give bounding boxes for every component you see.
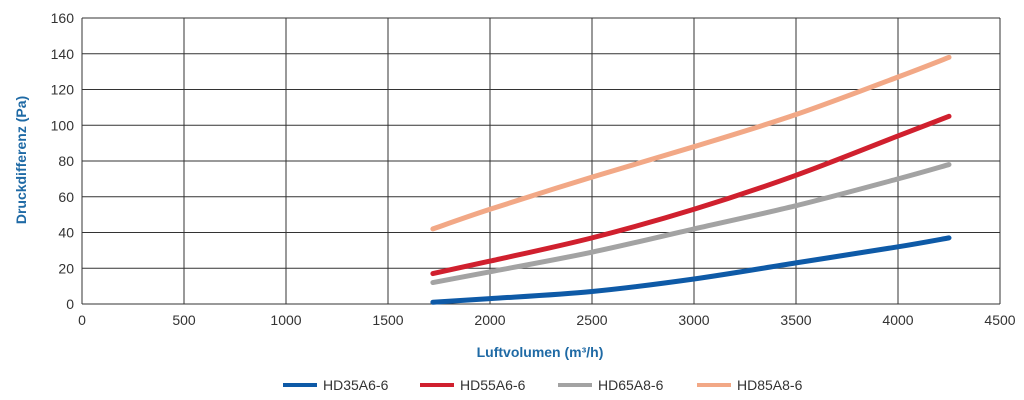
x-tick-label: 2500 [576,312,607,328]
x-tick-label: 0 [78,312,86,328]
series-line-HD35A6-6 [430,235,952,305]
x-tick-label: 1500 [372,312,403,328]
legend-label: HD55A6-6 [460,377,526,393]
legend-label: HD35A6-6 [323,377,389,393]
x-tick-label: 500 [172,312,196,328]
x-tick-label: 1000 [270,312,301,328]
x-tick-label: 4500 [984,312,1015,328]
y-tick-label: 120 [51,82,75,98]
x-tick-label: 3500 [780,312,811,328]
series-lines [430,54,952,305]
y-tick-label: 80 [58,153,74,169]
legend-label: HD85A8-6 [737,377,803,393]
x-tick-label: 2000 [474,312,505,328]
y-tick-label: 140 [51,46,75,62]
y-axis-title: Druckdifferenz (Pa) [13,96,29,224]
y-tick-label: 60 [58,189,74,205]
series-line-HD55A6-6 [430,113,952,277]
series-line-HD85A8-6 [430,54,952,232]
tick-labels: 0 500 1000 1500 2000 2500 3000 3500 4000 4500 0 20 4… [51,10,1016,328]
legend: HD35A6-6 HD55A6-6 HD65A8-6 HD85A8-6 [283,377,803,393]
y-tick-label: 0 [66,296,74,312]
series-line-HD65A8-6 [430,162,952,286]
x-tick-label: 3000 [678,312,709,328]
y-tick-label: 20 [58,260,74,276]
grid [81,17,1001,305]
y-tick-label: 100 [51,117,75,133]
y-tick-label: 160 [51,10,75,26]
x-axis-title: Luftvolumen (m³/h) [477,344,604,360]
y-tick-label: 40 [58,225,74,241]
x-tick-label: 4000 [882,312,913,328]
legend-label: HD65A8-6 [598,377,664,393]
